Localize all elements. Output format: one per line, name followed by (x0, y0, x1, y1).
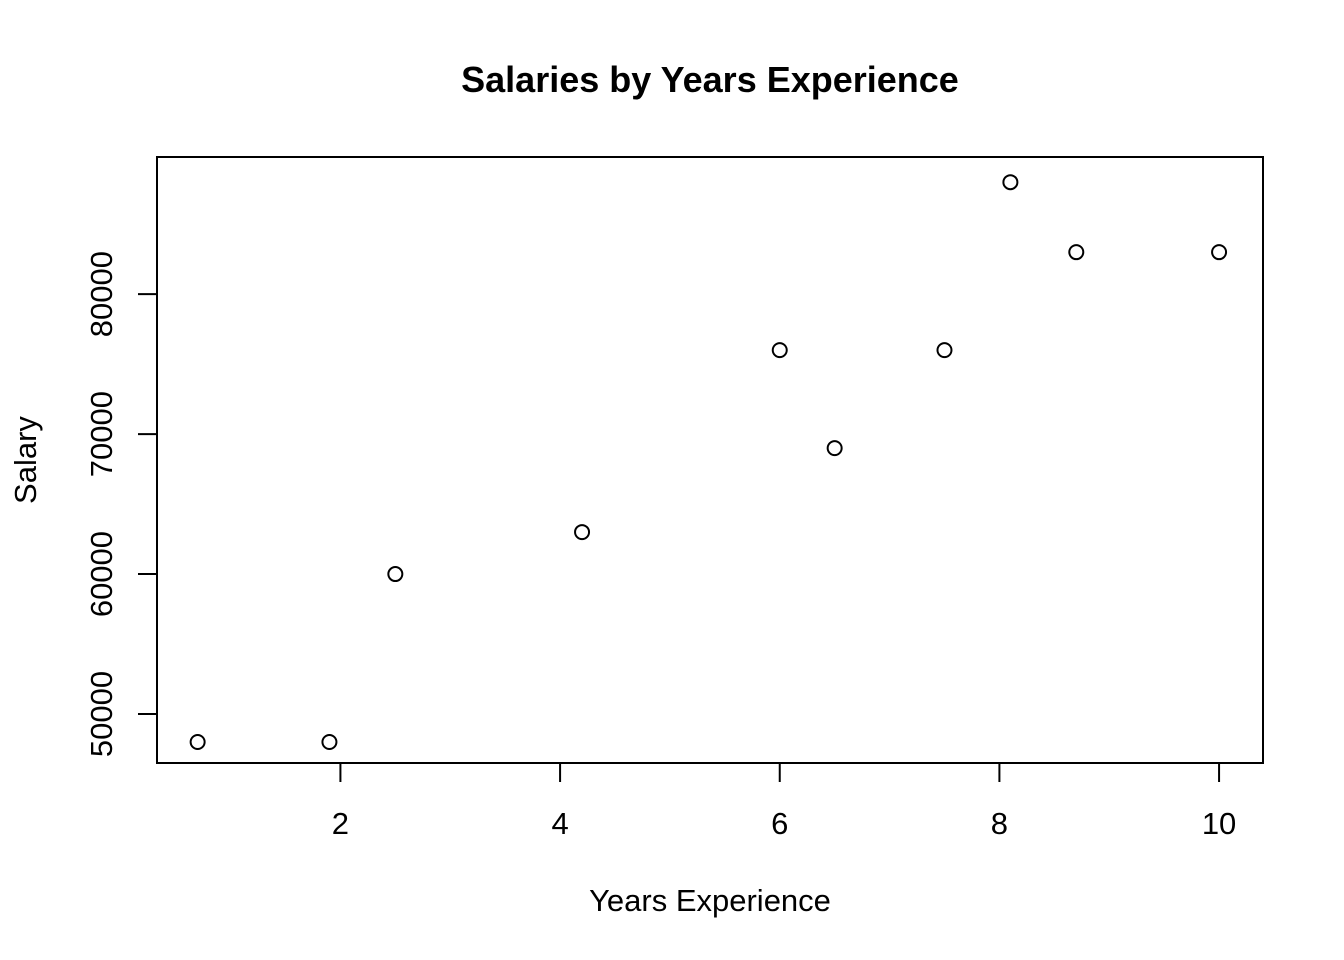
x-tick-label: 4 (551, 806, 568, 841)
x-tick-label: 2 (332, 806, 349, 841)
x-axis-label: Years Experience (589, 883, 831, 918)
data-point (1068, 244, 1085, 261)
data-point (189, 734, 206, 751)
data-point (771, 342, 788, 359)
y-tick-label: 80000 (84, 251, 119, 337)
data-point (387, 566, 404, 583)
y-axis-label: Salary (8, 416, 43, 504)
y-axis-ticks: 50000 60000 70000 80000 (84, 251, 157, 757)
data-point (826, 440, 843, 457)
y-tick-label: 50000 (84, 671, 119, 757)
x-axis-ticks: 2 4 6 8 10 (332, 763, 1236, 841)
data-point (574, 524, 591, 541)
y-tick-label: 60000 (84, 531, 119, 617)
data-point (1002, 174, 1019, 191)
data-point (936, 342, 953, 359)
x-tick-label: 6 (771, 806, 788, 841)
x-tick-label: 10 (1202, 806, 1236, 841)
plot-frame (156, 156, 1264, 764)
y-tick-label: 70000 (84, 391, 119, 477)
x-tick-label: 8 (991, 806, 1008, 841)
data-points (189, 174, 1228, 751)
chart-title: Salaries by Years Experience (461, 59, 959, 100)
data-point (321, 734, 338, 751)
data-point (1211, 244, 1228, 261)
